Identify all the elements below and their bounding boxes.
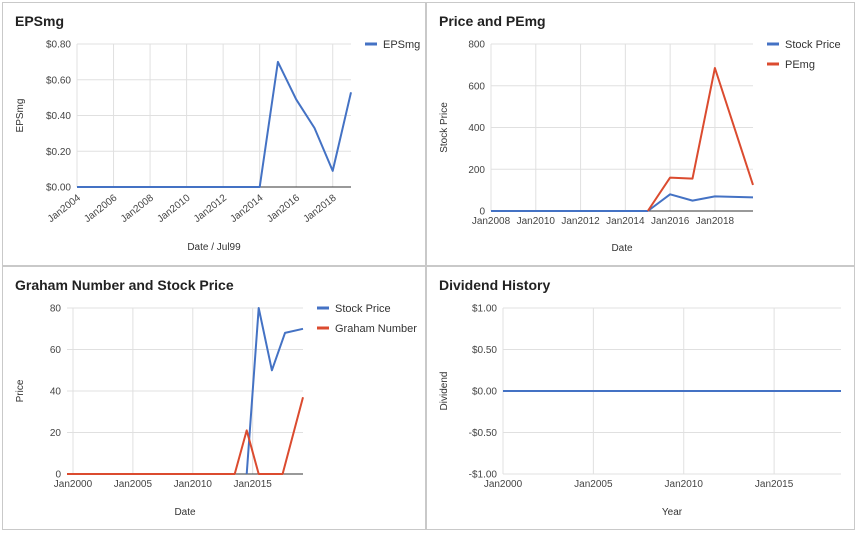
y-axis-label: EPSmg — [15, 99, 26, 133]
y-tick-label: $0.00 — [46, 183, 71, 194]
x-tick-label: Jan2000 — [54, 479, 93, 490]
x-tick-label: Jan2005 — [114, 479, 153, 490]
y-tick-label: $0.00 — [472, 387, 497, 398]
x-tick-label: Jan2012 — [561, 216, 600, 227]
x-tick-label: Jan2006 — [82, 192, 119, 225]
graham-number-chart-panel: Graham Number and Stock Price 0 20 40 60 80 Ja… — [2, 266, 426, 530]
y-tick-label: $0.60 — [46, 75, 71, 86]
x-tick-label: Jan2014 — [606, 216, 645, 227]
x-tick-label: Jan2010 — [517, 216, 556, 227]
legend-label-pemg: PEmg — [785, 59, 815, 71]
chart-svg: Dividend History -$1.00 -$0.50 $0.00 $0.50 $1… — [439, 277, 841, 518]
x-axis-label: Date — [611, 243, 633, 254]
legend-label-stock-price: Stock Price — [785, 39, 841, 51]
legend-label-epsmg: EPSmg — [383, 39, 420, 51]
y-axis-label: Dividend — [439, 372, 450, 411]
legend-label-stock-price: Stock Price — [335, 303, 391, 315]
dividend-history-chart-panel: Dividend History -$1.00 -$0.50 $0.00 $0.50 $1… — [426, 266, 855, 530]
x-tick-label: Jan2014 — [229, 192, 266, 225]
y-tick-label: 20 — [50, 428, 62, 439]
epsmg-chart-panel: EPSmg $0.00 $0.20 $0.40 $0.60 $0.80 Jan2004 Jan… — [2, 2, 426, 266]
y-tick-label: 400 — [468, 123, 485, 134]
x-axis-label: Year — [662, 507, 683, 518]
x-axis-label: Date — [174, 507, 196, 518]
x-tick-label: Jan2010 — [155, 192, 192, 225]
y-tick-label: $0.20 — [46, 147, 71, 158]
legend-label-graham-number: Graham Number — [335, 323, 417, 335]
x-tick-label: Jan2010 — [665, 479, 704, 490]
y-tick-label: 0 — [479, 207, 485, 218]
y-tick-label: $0.40 — [46, 111, 71, 122]
x-tick-label: Jan2018 — [696, 216, 735, 227]
x-tick-label: Jan2004 — [46, 192, 83, 225]
y-tick-label: 600 — [468, 81, 485, 92]
x-tick-label: Jan2005 — [574, 479, 613, 490]
y-axis-label: Price — [15, 379, 26, 402]
x-tick-label: Jan2015 — [233, 479, 272, 490]
series-line-epsmg — [77, 60, 352, 188]
x-tick-label: Jan2000 — [484, 479, 523, 490]
series-line-stock-price — [245, 307, 304, 475]
series-line-pemg — [646, 67, 754, 212]
y-tick-label: 800 — [468, 40, 485, 51]
y-tick-label: $1.00 — [472, 304, 497, 315]
x-tick-label: Jan2016 — [265, 192, 302, 225]
x-tick-label: Jan2018 — [302, 192, 339, 225]
y-tick-label: 0 — [55, 470, 61, 481]
x-tick-label: Jan2015 — [755, 479, 794, 490]
y-tick-label: $0.80 — [46, 40, 71, 51]
x-tick-label: Jan2010 — [174, 479, 213, 490]
x-tick-label: Jan2016 — [651, 216, 690, 227]
y-tick-label: -$1.00 — [469, 470, 498, 481]
chart-title: Graham Number and Stock Price — [15, 277, 234, 293]
chart-svg: Graham Number and Stock Price 0 20 40 60 80 Ja… — [15, 277, 417, 518]
x-tick-label: Jan2012 — [192, 192, 229, 225]
chart-svg: Price and PEmg 0 200 400 600 800 Jan2008 Jan201… — [439, 13, 841, 254]
y-tick-label: -$0.50 — [469, 428, 498, 439]
chart-title: EPSmg — [15, 13, 64, 29]
series-line-stock-price — [491, 193, 754, 212]
chart-title: Dividend History — [439, 277, 550, 293]
y-tick-label: 200 — [468, 165, 485, 176]
series-line-graham-number — [67, 396, 304, 475]
price-pemg-chart-panel: Price and PEmg 0 200 400 600 800 Jan2008 Jan201… — [426, 2, 855, 266]
y-tick-label: $0.50 — [472, 345, 497, 356]
x-axis-label: Date / Jul99 — [187, 242, 241, 253]
y-tick-label: 80 — [50, 304, 62, 315]
x-tick-label: Jan2008 — [472, 216, 511, 227]
x-tick-label: Jan2008 — [119, 192, 156, 225]
y-axis-label: Stock Price — [439, 102, 450, 153]
chart-title: Price and PEmg — [439, 13, 546, 29]
y-tick-label: 60 — [50, 345, 62, 356]
y-tick-label: 40 — [50, 387, 62, 398]
